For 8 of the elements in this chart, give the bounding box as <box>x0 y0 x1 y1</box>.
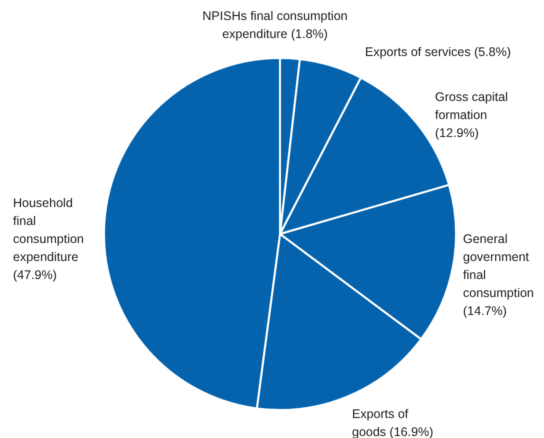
slice-label: Exports of services (5.8%) <box>365 45 511 59</box>
data-label: (14.7%) <box>463 304 507 318</box>
slice-label: NPISHs final consumption expenditure (1.8%) <box>202 9 348 41</box>
slice-label: Gross capital formation <box>435 90 508 122</box>
slice-label: General government final consumption <box>463 232 534 300</box>
data-label: (47.9%) <box>13 268 57 282</box>
data-label: (12.9%) <box>435 126 479 140</box>
slice-label: Household final consumption expenditure <box>13 196 84 264</box>
